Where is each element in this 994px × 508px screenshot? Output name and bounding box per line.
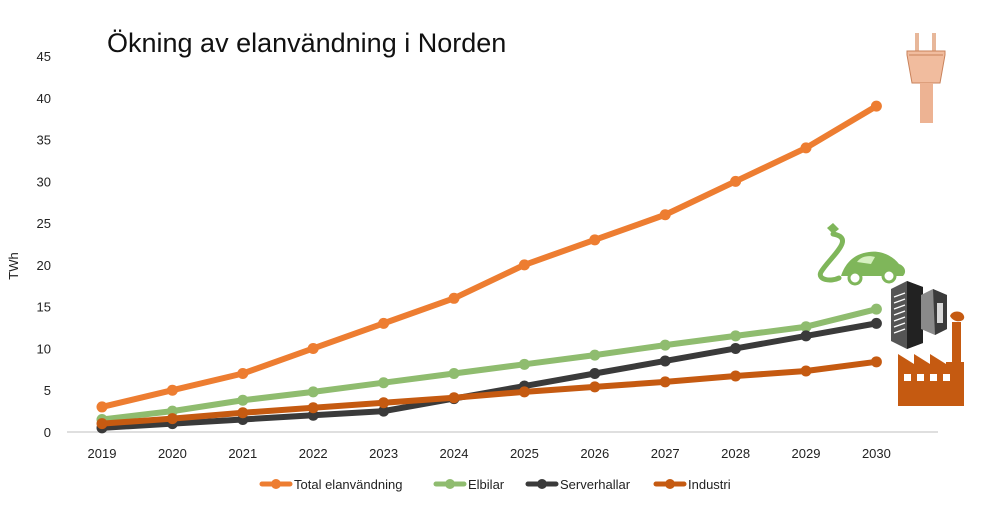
electric-car-icon <box>817 223 906 286</box>
data-point <box>307 386 319 398</box>
data-point <box>589 381 601 393</box>
x-tick-label: 2030 <box>862 446 891 461</box>
x-tick-label: 2028 <box>721 446 750 461</box>
data-point <box>237 407 249 419</box>
data-point <box>96 418 108 430</box>
legend-label: Elbilar <box>468 477 505 492</box>
y-tick-label: 0 <box>44 425 51 440</box>
y-tick-label: 45 <box>37 49 51 64</box>
data-point <box>166 413 178 425</box>
data-point <box>870 303 882 315</box>
data-point <box>166 384 178 396</box>
data-point <box>730 175 742 187</box>
data-point <box>730 370 742 382</box>
data-point <box>96 401 108 413</box>
data-point <box>800 330 812 342</box>
data-point <box>307 409 319 421</box>
data-point <box>730 342 742 354</box>
data-point <box>448 368 460 380</box>
x-axis-ticks: 2019 2020 2021 2022 2023 2024 2025 2026 2027 2028… <box>88 446 891 461</box>
legend-label: Serverhallar <box>560 477 631 492</box>
y-tick-label: 20 <box>37 258 51 273</box>
x-tick-label: 2027 <box>651 446 680 461</box>
y-tick-label: 5 <box>44 383 51 398</box>
chart-title: Ökning av elanvändning i Norden <box>107 28 506 58</box>
y-tick-label: 40 <box>37 91 51 106</box>
legend-item: Serverhallar <box>525 477 631 492</box>
electric-plug-icon <box>906 33 946 123</box>
series-0 <box>96 100 882 413</box>
data-point <box>800 365 812 377</box>
data-point <box>518 259 530 271</box>
x-tick-label: 2023 <box>369 446 398 461</box>
legend-swatch-marker <box>445 479 455 489</box>
data-point <box>448 292 460 304</box>
x-tick-label: 2022 <box>299 446 328 461</box>
data-point <box>589 349 601 361</box>
data-point <box>870 100 882 112</box>
chart-legend: Total elanvändning Elbilar Serverhallar Ind… <box>259 477 731 492</box>
factory-icon <box>898 311 965 406</box>
y-tick-label: 10 <box>37 341 51 356</box>
legend-item: Total elanvändning <box>259 477 402 492</box>
data-point <box>870 356 882 368</box>
legend-swatch-marker <box>665 479 675 489</box>
y-tick-label: 25 <box>37 216 51 231</box>
legend-swatch-marker <box>537 479 547 489</box>
y-axis-ticks: 0 5 10 15 20 25 30 35 40 45 <box>37 49 51 440</box>
x-tick-label: 2025 <box>510 446 539 461</box>
data-point <box>307 402 319 414</box>
x-tick-label: 2026 <box>580 446 609 461</box>
data-point <box>378 397 390 409</box>
data-point <box>659 209 671 221</box>
legend-item: Elbilar <box>433 477 505 492</box>
data-point <box>870 317 882 329</box>
legend-label: Total elanvändning <box>294 477 402 492</box>
data-point <box>589 368 601 380</box>
y-tick-label: 15 <box>37 300 51 315</box>
data-point <box>378 405 390 417</box>
legend-swatch-marker <box>271 479 281 489</box>
y-tick-label: 30 <box>37 174 51 189</box>
data-point <box>659 339 671 351</box>
series-1 <box>96 303 882 425</box>
legend-item: Industri <box>653 477 731 492</box>
data-point <box>166 405 178 417</box>
series-line <box>99 103 880 410</box>
data-point <box>237 394 249 406</box>
data-point <box>659 376 671 388</box>
data-point <box>800 321 812 333</box>
x-tick-label: 2021 <box>228 446 257 461</box>
x-tick-label: 2029 <box>792 446 821 461</box>
data-point <box>800 142 812 154</box>
data-point <box>378 377 390 389</box>
data-point <box>730 330 742 342</box>
data-point <box>659 355 671 367</box>
data-point <box>378 317 390 329</box>
series-layer <box>96 100 882 434</box>
x-tick-label: 2020 <box>158 446 187 461</box>
y-tick-label: 35 <box>37 133 51 148</box>
series-line <box>99 306 880 423</box>
data-point <box>518 386 530 398</box>
series-3 <box>96 356 882 430</box>
series-line <box>99 358 880 427</box>
x-tick-label: 2019 <box>88 446 117 461</box>
data-point <box>589 234 601 246</box>
y-axis-title: TWh <box>6 252 21 279</box>
data-point <box>518 358 530 370</box>
data-point <box>307 342 319 354</box>
x-tick-label: 2024 <box>440 446 469 461</box>
data-point <box>448 392 460 404</box>
legend-label: Industri <box>688 477 731 492</box>
server-racks-icon <box>891 281 947 349</box>
data-point <box>237 368 249 380</box>
